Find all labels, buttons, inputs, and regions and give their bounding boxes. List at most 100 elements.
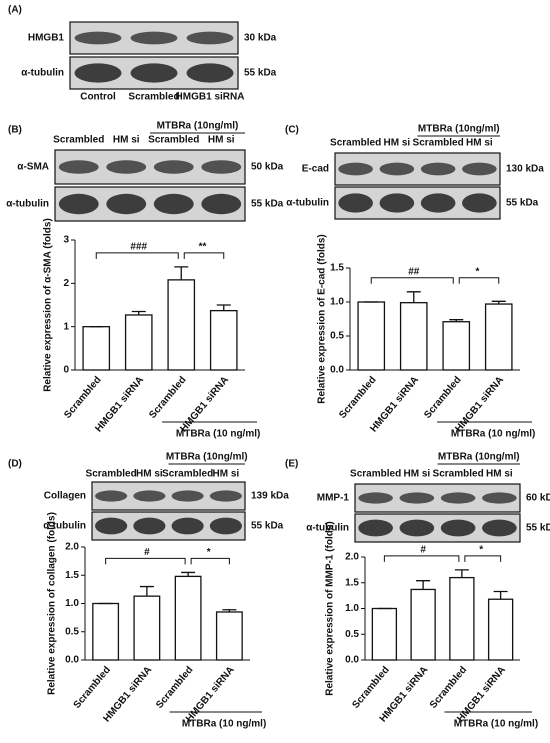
x-tick-label: Scrambled (428, 665, 469, 711)
significance-bracket (458, 277, 500, 284)
blot-band (209, 490, 242, 502)
y-tick-label: 1.5 (330, 263, 344, 274)
y-tick-label: 2.0 (65, 542, 79, 553)
row-label: α-tubulin (286, 198, 329, 209)
significance-mark: ** (199, 242, 207, 253)
lane-label: HM si (213, 469, 240, 480)
y-tick-label: 0.5 (330, 331, 344, 342)
lane-label: Scrambled (86, 469, 137, 480)
error-bar (131, 310, 146, 315)
significance-mark: * (476, 266, 480, 277)
panel-label: (B) (8, 125, 22, 136)
group-label: MTBRa (10 ng/ml) (454, 719, 538, 730)
blot-band (399, 519, 435, 537)
row-label: MMP-1 (317, 493, 350, 504)
bar (124, 314, 153, 371)
row-label: α-SMA (17, 162, 49, 173)
blot-band (440, 492, 476, 504)
y-tick-label: 1 (63, 321, 69, 332)
blot-band (462, 193, 497, 213)
y-tick-label: 0 (63, 365, 69, 376)
significance-mark: ## (408, 266, 420, 277)
blot-band (171, 517, 204, 535)
x-tick-label: Scrambled (154, 665, 195, 711)
lane-label: Scrambled (433, 469, 484, 480)
blot-band (106, 193, 147, 215)
significance-mark: # (420, 545, 426, 556)
panel-label: (E) (285, 459, 298, 470)
row-label: HMGB1 (28, 33, 65, 44)
panel-label: (D) (8, 459, 22, 470)
row-label: α-tubulin (43, 521, 86, 532)
error-bar (454, 569, 469, 578)
bar (92, 602, 120, 661)
blot-band (482, 492, 517, 504)
treatment-header: MTBRa (10ng/ml) (157, 121, 239, 132)
y-axis-label: Relative expression of MMP-1 (folds) (325, 521, 336, 695)
y-tick-label: 1.0 (345, 603, 359, 614)
bar (371, 607, 398, 661)
bar (174, 575, 202, 661)
blot-band (133, 517, 166, 535)
x-tick-label: Scrambled (422, 375, 463, 421)
significance-mark: # (144, 547, 150, 558)
significance-bracket (105, 557, 186, 565)
blot-band (420, 162, 456, 176)
bar (82, 326, 111, 371)
bar (449, 576, 475, 661)
blot-band (74, 31, 122, 45)
x-tick-label: Scrambled (147, 375, 188, 421)
row-label: α-tubulin (6, 199, 49, 210)
bar (487, 598, 514, 661)
significance-bracket (370, 277, 454, 284)
size-label: 55 kDa (244, 68, 277, 79)
blot-band (462, 162, 497, 176)
blot-band (171, 490, 204, 502)
lane-label: Scrambled (128, 92, 179, 103)
significance-bracket (183, 252, 225, 259)
error-bar (493, 590, 508, 600)
error-bar (216, 304, 231, 311)
treatment-header: MTBRa (10ng/ml) (418, 124, 500, 135)
y-tick-label: 3 (63, 235, 69, 246)
y-tick-label: 1.5 (345, 577, 359, 588)
lane-label: Scrambled (330, 138, 381, 149)
group-label: MTBRa (10 ng/ml) (176, 429, 260, 440)
y-tick-label: 1.0 (330, 297, 344, 308)
blot-band (106, 160, 147, 174)
size-label: 60 kDa (526, 493, 550, 504)
lane-label: Scrambled (350, 469, 401, 480)
panel-label: (A) (8, 5, 22, 16)
lane-label: Scrambled (162, 469, 213, 480)
blot-band (95, 517, 128, 535)
blot-band (358, 519, 393, 537)
size-label: 55 kDa (526, 523, 550, 534)
group-label: MTBRa (10 ng/ml) (451, 429, 535, 440)
blot-band (186, 63, 234, 83)
error-bar (222, 609, 237, 612)
panel-label: (C) (285, 125, 299, 136)
significance-mark: * (207, 547, 211, 558)
y-tick-label: 0.0 (345, 655, 359, 666)
blot-band (153, 160, 194, 174)
size-label: 55 kDa (506, 198, 539, 209)
y-axis-label: Relative expression of α-SMA (folds) (43, 218, 54, 392)
blot-band (130, 63, 178, 83)
x-tick-label: Scrambled (62, 375, 103, 421)
blot-band (440, 519, 476, 537)
lane-label: Scrambled (53, 135, 104, 146)
bar (209, 309, 238, 371)
x-tick-label: Scrambled (72, 665, 113, 711)
lane-label: Control (80, 92, 116, 103)
group-label: MTBRa (10 ng/ml) (182, 719, 266, 730)
blot-band (420, 193, 456, 213)
significance-mark: * (479, 545, 483, 556)
row-label: Collagen (44, 491, 86, 502)
size-label: 139 kDa (251, 491, 289, 502)
blot-band (95, 490, 128, 502)
significance-bracket (464, 555, 502, 562)
blot-band (74, 63, 122, 83)
bar (399, 302, 428, 371)
blot-band (130, 31, 178, 45)
